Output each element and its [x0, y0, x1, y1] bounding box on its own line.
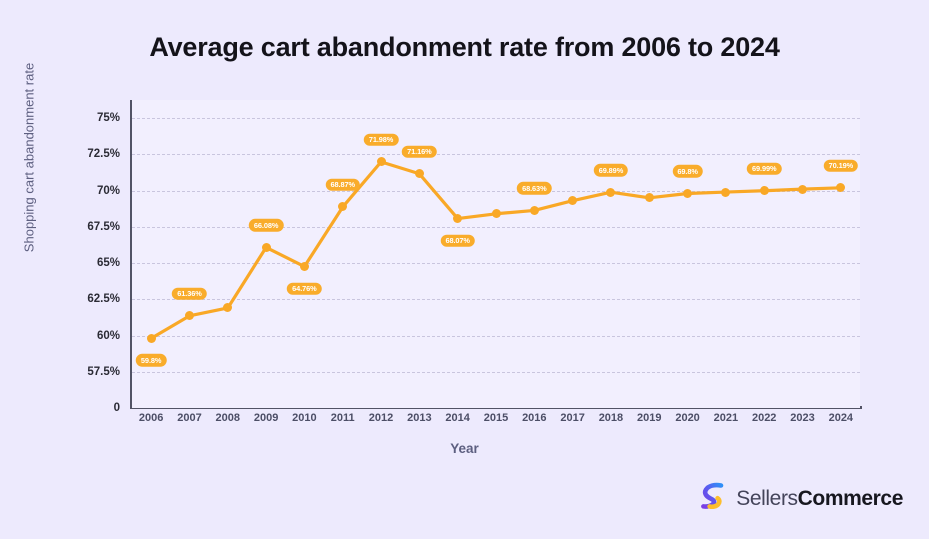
- logo-wordmark: SellersCommerce: [736, 487, 903, 511]
- x-tick-label: 2010: [292, 412, 317, 424]
- data-point: [798, 184, 808, 194]
- gridline: [132, 118, 860, 120]
- data-point-label: 61.36%: [172, 287, 207, 301]
- logo-text-sellers: Sellers: [736, 486, 798, 510]
- data-point: [644, 193, 654, 203]
- sellers-commerce-s-mark-icon: [697, 481, 727, 516]
- data-point-label: 68.63%: [517, 182, 552, 195]
- data-point: [184, 311, 194, 321]
- x-tick-label: 2021: [713, 412, 739, 424]
- data-point: [146, 333, 156, 343]
- y-tick-label: 70%: [96, 184, 120, 197]
- line-series: [149, 160, 843, 341]
- y-tick-label: 75%: [96, 112, 120, 125]
- x-tick-label: 2012: [368, 412, 394, 424]
- y-tick-label: 57.5%: [87, 365, 120, 378]
- gridline: [132, 263, 860, 265]
- gridline: [132, 371, 860, 373]
- data-point-label: 68.87%: [325, 178, 360, 192]
- x-tick-label: 2023: [790, 412, 815, 424]
- data-point-label: 69.89%: [593, 163, 629, 177]
- y-tick-label: 65%: [96, 257, 120, 270]
- x-tick-label: 2013: [407, 412, 432, 424]
- data-point: [721, 187, 731, 197]
- data-point: [376, 157, 386, 167]
- y-tick-label: 62.5%: [87, 293, 120, 306]
- data-point: [261, 242, 271, 252]
- data-point-label: 71.98%: [363, 133, 399, 147]
- gridline: [132, 190, 860, 192]
- x-tick-label: 2017: [560, 412, 585, 424]
- x-tick-label: 2008: [215, 412, 241, 424]
- data-point: [223, 303, 233, 313]
- data-point: [453, 214, 463, 224]
- x-tick-label: 2011: [330, 412, 355, 424]
- data-point: [491, 209, 501, 219]
- x-tick-label: 2024: [828, 412, 854, 424]
- data-point-label: 64.76%: [287, 282, 322, 295]
- x-tick-label: 2020: [675, 412, 700, 424]
- x-tick-label: 2006: [138, 412, 164, 424]
- data-point-label: 59.8%: [135, 354, 167, 367]
- x-tick-label: 2016: [522, 412, 547, 424]
- x-axis-title: Year: [450, 441, 479, 456]
- data-point: [414, 169, 424, 179]
- sellerscommerce-logo: SellersCommerce: [697, 481, 903, 516]
- data-point-label: 71.16%: [402, 145, 437, 158]
- x-tick-label: 2019: [637, 412, 662, 424]
- gridline: [132, 226, 860, 228]
- data-point: [836, 183, 846, 193]
- data-point: [683, 188, 693, 198]
- data-point-label: 69.99%: [746, 162, 782, 175]
- y-tick-label: 0: [113, 402, 120, 414]
- x-tick-label: 2015: [483, 412, 509, 424]
- x-tick-label: 2022: [751, 412, 777, 424]
- data-point: [759, 186, 769, 196]
- data-point-label: 70.19%: [823, 159, 859, 173]
- data-point-label: 66.08%: [248, 219, 284, 232]
- data-point: [568, 196, 578, 206]
- data-point: [529, 205, 539, 215]
- y-axis-title: Shopping cart abandonment rate: [21, 62, 37, 253]
- data-point: [606, 187, 616, 197]
- data-point: [299, 262, 309, 272]
- x-tick-label: 2009: [253, 412, 279, 424]
- data-point-label: 68.07%: [440, 234, 475, 247]
- plot-area: 59.8% 61.36% 66.08% 64.76% 68.87% 71.98% 71.16…: [132, 100, 860, 408]
- gridline: [132, 335, 860, 337]
- data-point: [338, 202, 348, 212]
- page-title: Average cart abandonment rate from 2006 …: [149, 32, 780, 62]
- x-tick-label: 2007: [177, 412, 202, 424]
- data-point-label: 69.8%: [672, 165, 703, 178]
- gridline: [132, 154, 860, 156]
- y-tick-label: 67.5%: [87, 220, 120, 233]
- y-tick-label: 72.5%: [87, 148, 120, 161]
- logo-text-commerce: Commerce: [797, 486, 904, 510]
- y-tick-label: 60%: [96, 329, 120, 342]
- x-tick-label: 2014: [445, 412, 470, 424]
- x-tick-label: 2018: [598, 412, 624, 424]
- y-axis-line: [130, 100, 133, 408]
- gridline: [132, 299, 860, 301]
